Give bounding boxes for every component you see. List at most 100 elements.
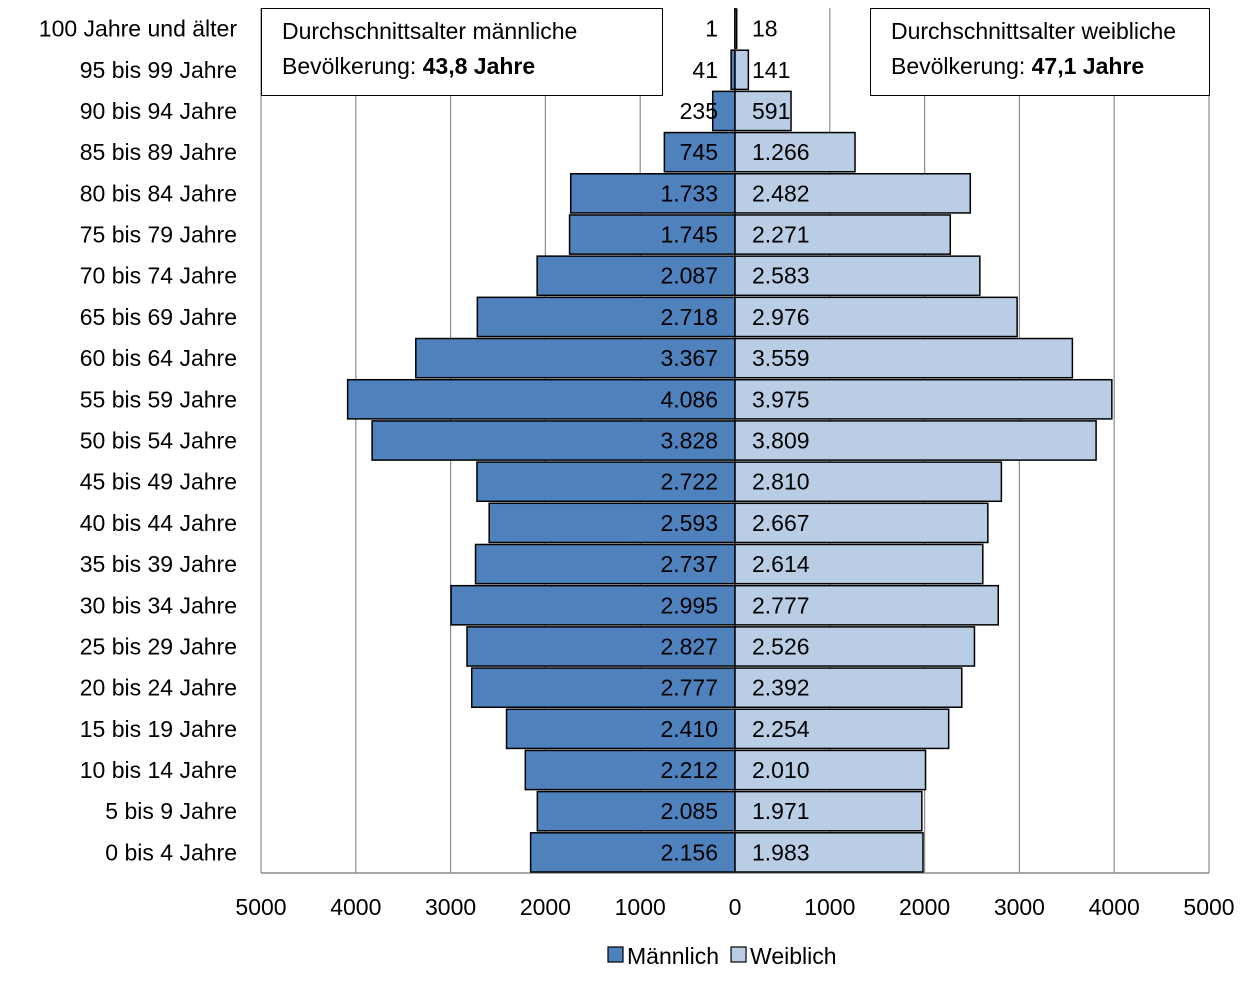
- value-label-male-20: 2.156: [660, 839, 718, 865]
- value-label-male-1: 41: [692, 57, 718, 83]
- value-label-female-1: 141: [752, 57, 790, 83]
- value-label-female-6: 2.583: [752, 263, 810, 289]
- value-labels: 1 18 41 141 235 591 745 1.266 1.733 2.482 1.745 2.2…: [660, 16, 809, 866]
- x-tick-label-2: 3000: [425, 894, 476, 920]
- female-average-age-prefix: Bevölkerung:: [891, 53, 1032, 79]
- bar-female-5: [734, 214, 952, 255]
- category-label-3: 85 bis 89 Jahre: [80, 139, 237, 165]
- value-label-female-12: 2.667: [752, 510, 810, 536]
- value-label-female-16: 2.392: [752, 675, 810, 701]
- value-label-female-2: 591: [752, 98, 790, 124]
- category-label-4: 80 bis 84 Jahre: [80, 180, 237, 206]
- bar-male-5: [568, 214, 736, 255]
- bar-male-20: [529, 832, 736, 873]
- value-label-male-11: 2.722: [660, 469, 718, 495]
- legend-label-1: Weiblich: [750, 943, 837, 969]
- bar-female-15: [734, 626, 976, 667]
- value-label-male-14: 2.995: [660, 592, 718, 618]
- category-label-15: 25 bis 29 Jahre: [80, 633, 237, 659]
- value-label-male-9: 4.086: [660, 386, 718, 412]
- bar-male-19: [536, 790, 736, 832]
- bar-female-0: [734, 8, 738, 49]
- value-label-male-12: 2.593: [660, 510, 718, 536]
- x-tick-label-9: 4000: [1089, 894, 1140, 920]
- bar-male-3: [663, 131, 736, 173]
- bar-female-10: [734, 420, 1097, 461]
- category-label-10: 50 bis 54 Jahre: [80, 428, 237, 454]
- category-label-18: 10 bis 14 Jahre: [80, 757, 237, 783]
- bar-female-13: [734, 543, 984, 585]
- legend-label-0: Männlich: [627, 943, 719, 969]
- bar-female-7: [734, 296, 1018, 338]
- male-average-age-box: Durchschnittsalter männliche Bevölkerung…: [261, 8, 663, 96]
- legend-swatch-0: [607, 946, 624, 963]
- bar-male-16: [470, 667, 736, 708]
- bar-female-3: [734, 131, 856, 173]
- male-average-age-text: Durchschnittsalter männliche: [282, 18, 578, 44]
- value-label-female-11: 2.810: [752, 469, 810, 495]
- value-label-male-4: 1.733: [660, 180, 718, 206]
- value-label-male-13: 2.737: [660, 551, 718, 577]
- bar-male-10: [371, 420, 736, 461]
- female-average-age-value: 47,1 Jahre: [1031, 53, 1145, 79]
- male-average-age-line2: Bevölkerung: 43,8 Jahre: [282, 49, 662, 84]
- value-label-female-4: 2.482: [752, 180, 810, 206]
- bar-female-1: [734, 49, 750, 91]
- category-label-6: 70 bis 74 Jahre: [80, 263, 237, 289]
- bar-male-13: [474, 543, 736, 585]
- value-label-female-17: 2.254: [752, 716, 810, 742]
- bar-female-19: [734, 790, 923, 832]
- category-label-9: 55 bis 59 Jahre: [80, 386, 237, 412]
- value-label-male-19: 2.085: [660, 798, 718, 824]
- value-label-male-15: 2.827: [660, 633, 718, 659]
- value-label-male-18: 2.212: [660, 757, 718, 783]
- bar-female-16: [734, 667, 963, 708]
- bar-male-15: [466, 626, 736, 667]
- bar-male-4: [569, 173, 736, 214]
- male-average-age-prefix: Bevölkerung:: [282, 53, 423, 79]
- category-label-2: 90 bis 94 Jahre: [80, 98, 237, 124]
- bar-male-18: [524, 749, 736, 791]
- category-label-13: 35 bis 39 Jahre: [80, 551, 237, 577]
- bar-female-4: [734, 173, 972, 214]
- value-label-female-18: 2.010: [752, 757, 810, 783]
- category-label-5: 75 bis 79 Jahre: [80, 222, 237, 248]
- value-label-female-9: 3.975: [752, 386, 810, 412]
- bar-female-6: [734, 255, 981, 297]
- x-tick-label-4: 1000: [615, 894, 666, 920]
- category-label-14: 30 bis 34 Jahre: [80, 592, 237, 618]
- value-label-male-7: 2.718: [660, 304, 718, 330]
- bar-female-12: [734, 502, 989, 544]
- bar-male-8: [415, 337, 736, 379]
- value-label-female-0: 18: [752, 16, 778, 42]
- x-tick-label-3: 2000: [520, 894, 571, 920]
- x-tick-label-10: 5000: [1183, 894, 1234, 920]
- value-label-male-2: 235: [680, 98, 718, 124]
- category-label-17: 15 bis 19 Jahre: [80, 716, 237, 742]
- bar-male-11: [476, 461, 736, 503]
- bar-male-6: [536, 255, 736, 297]
- bar-male-9: [346, 378, 736, 420]
- bar-female-20: [734, 832, 924, 873]
- bar-male-7: [476, 296, 736, 338]
- value-label-male-16: 2.777: [660, 675, 718, 701]
- value-label-female-10: 3.809: [752, 428, 810, 454]
- legend-swatch-1: [730, 946, 747, 963]
- category-label-1: 95 bis 99 Jahre: [80, 57, 237, 83]
- x-tick-label-5: 0: [729, 894, 742, 920]
- category-label-7: 65 bis 69 Jahre: [80, 304, 237, 330]
- value-label-female-7: 2.976: [752, 304, 810, 330]
- value-label-male-3: 745: [680, 139, 718, 165]
- value-label-male-0: 1: [705, 16, 718, 42]
- category-label-0: 100 Jahre und älter: [39, 16, 238, 42]
- value-label-male-8: 3.367: [660, 345, 718, 371]
- bar-female-18: [734, 749, 927, 791]
- value-label-female-5: 2.271: [752, 222, 810, 248]
- value-label-female-13: 2.614: [752, 551, 810, 577]
- value-label-female-8: 3.559: [752, 345, 810, 371]
- value-label-female-19: 1.971: [752, 798, 810, 824]
- x-tick-label-8: 3000: [994, 894, 1045, 920]
- bar-male-12: [488, 502, 736, 544]
- x-tick-label-0: 5000: [235, 894, 286, 920]
